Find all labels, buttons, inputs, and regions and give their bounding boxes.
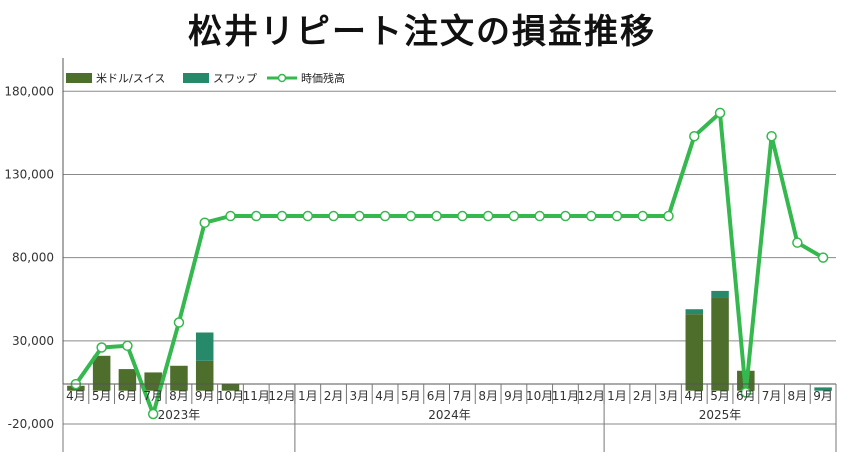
balance-point xyxy=(482,210,494,222)
y-tick-label: -20,000 xyxy=(8,417,54,431)
balance-point xyxy=(508,210,520,222)
bar xyxy=(144,372,162,391)
bar xyxy=(711,290,729,298)
balance-line xyxy=(74,110,825,416)
balance-point xyxy=(302,210,314,222)
balance-point xyxy=(405,210,417,222)
x-tick-label: 4月 xyxy=(66,389,86,403)
x-tick-label: 9月 xyxy=(813,389,833,403)
balance-point xyxy=(663,210,674,222)
balance-point xyxy=(457,210,468,222)
year-label: 2023年 xyxy=(158,408,201,422)
balance-point xyxy=(354,210,365,222)
x-tick-label: 5月 xyxy=(401,389,421,403)
x-tick-label: 6月 xyxy=(118,389,138,403)
bar xyxy=(170,365,188,391)
x-tick-label: 10月 xyxy=(526,389,553,403)
x-tick-label: 4月 xyxy=(684,389,704,403)
bar xyxy=(118,369,137,391)
bar xyxy=(814,387,832,391)
bar xyxy=(685,314,704,391)
legend-label: 時価残高 xyxy=(301,71,345,85)
balance-point xyxy=(611,210,623,222)
balance-point xyxy=(637,210,648,222)
x-tick-label: 10月 xyxy=(217,389,244,403)
line-layer xyxy=(70,107,829,420)
balance-point xyxy=(585,210,597,222)
balance-point xyxy=(560,210,571,222)
year-label: 2024年 xyxy=(428,408,471,422)
balance-point xyxy=(714,107,726,119)
x-tick-label: 7月 xyxy=(143,389,163,403)
x-tick-label: 7月 xyxy=(762,389,782,403)
legend-swatch xyxy=(183,73,209,83)
balance-point xyxy=(792,237,803,248)
grid-layer xyxy=(63,90,836,425)
y-tick-label: 80,000 xyxy=(12,251,54,265)
balance-point xyxy=(328,210,339,222)
x-tick-label: 8月 xyxy=(169,389,189,403)
x-tick-label: 2月 xyxy=(324,389,344,403)
axis-layer: 180,000 130,000 80,000 30,000 -20,000 4月 5月 6月 7… xyxy=(4,58,837,452)
x-tick-label: 5月 xyxy=(710,389,730,403)
bar xyxy=(711,297,729,391)
balance-point xyxy=(276,210,288,222)
legend-marker xyxy=(277,73,287,83)
x-tick-label: 8月 xyxy=(478,389,498,403)
legend-label: 米ドル/スイス xyxy=(96,72,165,85)
x-tick-label: 11月 xyxy=(552,389,579,403)
balance-point xyxy=(740,387,752,398)
x-tick-label: 5月 xyxy=(92,389,112,403)
bar xyxy=(195,360,214,391)
x-tick-label: 4月 xyxy=(375,389,395,403)
x-tick-label: 9月 xyxy=(504,389,524,403)
balance-point xyxy=(96,342,107,353)
x-tick-label: 7月 xyxy=(453,389,473,403)
bar xyxy=(685,309,704,315)
balance-point xyxy=(766,130,777,142)
balance-point xyxy=(689,130,700,142)
chart-title: 松井リピート注文の損益推移 xyxy=(188,12,656,52)
balance-point xyxy=(122,340,133,352)
balance-point xyxy=(147,408,159,420)
balance-point xyxy=(817,252,829,263)
balance-point xyxy=(199,217,210,228)
year-label: 2025年 xyxy=(699,408,742,422)
x-tick-label: 1月 xyxy=(298,389,318,403)
legend-layer: 米ドル/スイス スワップ 時価残高 xyxy=(66,71,345,85)
balance-point xyxy=(251,210,262,222)
balance-point xyxy=(379,210,391,222)
x-tick-label: 12月 xyxy=(268,389,295,403)
x-tick-label: 3月 xyxy=(349,389,369,403)
x-tick-label: 11月 xyxy=(243,389,270,403)
x-tick-label: 3月 xyxy=(659,389,679,403)
x-tick-label: 6月 xyxy=(736,389,756,403)
x-tick-label: 2月 xyxy=(633,389,653,403)
x-tick-label: 9月 xyxy=(195,389,215,403)
y-tick-label: 180,000 xyxy=(4,84,54,98)
x-tick-label: 6月 xyxy=(427,389,447,403)
balance-point xyxy=(534,210,545,222)
y-tick-label: 130,000 xyxy=(4,167,54,181)
bar xyxy=(221,384,240,391)
balance-point xyxy=(173,317,185,328)
bar xyxy=(92,355,111,391)
x-tick-label: 1月 xyxy=(607,389,627,403)
legend-label: スワップ xyxy=(213,72,257,85)
x-tick-label: 12月 xyxy=(578,389,605,403)
balance-point xyxy=(225,210,236,222)
balance-point xyxy=(431,210,442,222)
bar xyxy=(195,332,214,361)
x-tick-label: 8月 xyxy=(788,389,808,403)
legend-swatch xyxy=(66,73,92,83)
y-tick-label: 30,000 xyxy=(12,334,54,348)
